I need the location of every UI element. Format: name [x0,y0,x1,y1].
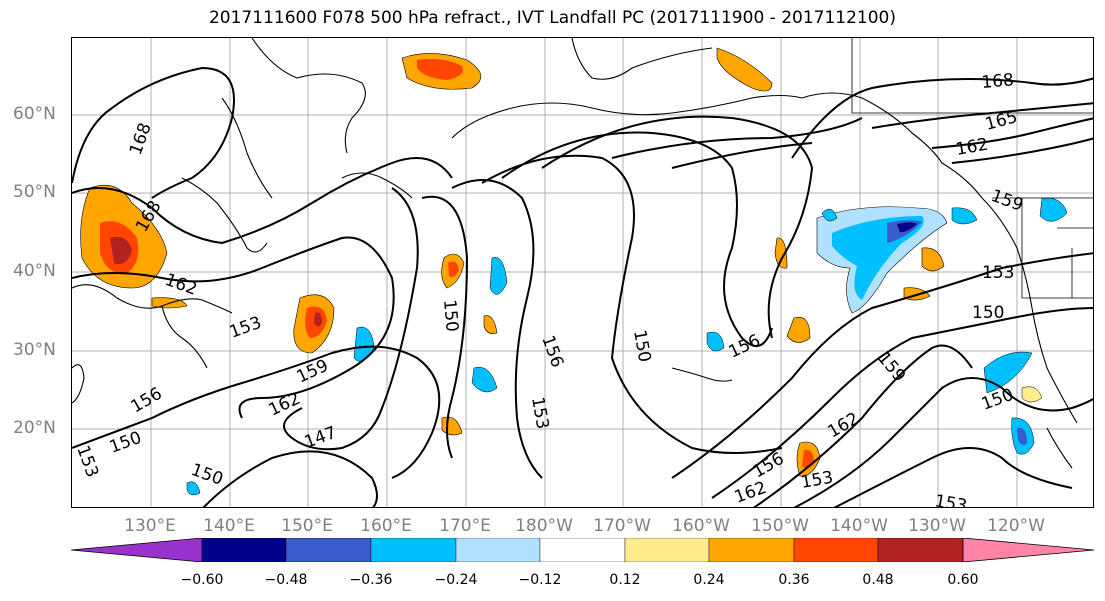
colorbar-tick-label: 0.48 [862,572,894,588]
contour-label: 153 [72,443,102,480]
lon-label: 180°W [515,516,573,536]
contour-label: 165 [983,107,1020,135]
colorbar-segment [877,538,964,562]
shading-negative [186,197,1068,496]
colorbar-segment [793,538,879,562]
lon-label: 170°W [593,516,651,536]
colorbar-segment [708,538,795,562]
coastlines [72,38,1078,469]
colorbar-tick-label: −0.60 [180,572,224,588]
contour-label: 162 [954,135,989,160]
colorbar-segment [201,538,287,562]
lon-label: 170°E [439,516,491,536]
lon-label: 140°E [203,516,255,536]
contour-label: 153 [227,313,264,343]
contour-label: 150 [972,303,1004,323]
contour-label: 153 [933,491,968,508]
contour-label: 162 [825,409,863,443]
colorbar-segment [624,538,710,562]
colorbar-tick-label: 0.12 [609,572,641,588]
height-contours [72,66,1093,507]
contour-label: 156 [750,449,788,483]
lon-label: 160°E [360,516,412,536]
contour-label: 159 [873,348,909,386]
contour-label: 156 [537,333,567,370]
lat-label: 20°N [13,418,56,438]
lon-label: 150°E [281,516,333,536]
colorbar-tick-label: 0.24 [693,572,725,588]
contour-label: 153 [527,395,552,430]
colorbar-tick-label: −0.12 [518,572,562,588]
colorbar-tick-label: 0.60 [947,572,979,588]
contour-labels: 168 168 162 153 159 162 156 150 147 150 … [72,70,1025,508]
lat-label: 50°N [13,182,56,202]
contour-label: 162 [732,478,769,508]
contour-label: 156 [726,331,764,363]
map-canvas: 168 168 162 153 159 162 156 150 147 150 … [72,38,1093,508]
contour-label: 162 [162,270,199,300]
colorbar-extend-min [71,538,203,562]
lat-label: 40°N [13,261,56,281]
lon-label: 150°W [751,516,809,536]
political-borders [851,38,1093,299]
colorbar-tick-label: −0.36 [349,572,393,588]
shading-positive [80,47,1043,477]
colorbar-segment [285,538,372,562]
colorbar-tick-label: −0.24 [434,572,478,588]
lon-label: 160°W [672,516,730,536]
lon-label: 120°W [987,516,1045,536]
colorbar-tick-label: −0.48 [264,572,308,588]
lon-label: 130°E [124,516,176,536]
map-panel: 168 168 162 153 159 162 156 150 147 150 … [71,37,1094,508]
graticule [72,38,1093,507]
contour-label: 168 [981,70,1015,93]
contour-label: 150 [629,328,654,363]
colorbar-segment [539,538,626,562]
colorbar-segment [370,538,457,562]
map-title: 2017111600 F078 500 hPa refract., IVT La… [208,8,896,28]
contour-label: 150 [439,299,462,333]
colorbar-segment [455,538,541,562]
colorbar-tick-label: 0.36 [778,572,810,588]
contour-label: 156 [128,384,166,418]
contour-label: 150 [979,385,1016,415]
contour-label: 153 [799,468,834,493]
lon-label: 130°W [908,516,966,536]
colorbar [71,538,1094,562]
contour-label: 153 [982,263,1014,283]
colorbar-extend-max [962,538,1094,562]
lat-label: 60°N [13,104,56,124]
lat-label: 30°N [13,340,56,360]
lon-label: 140°W [830,516,888,536]
